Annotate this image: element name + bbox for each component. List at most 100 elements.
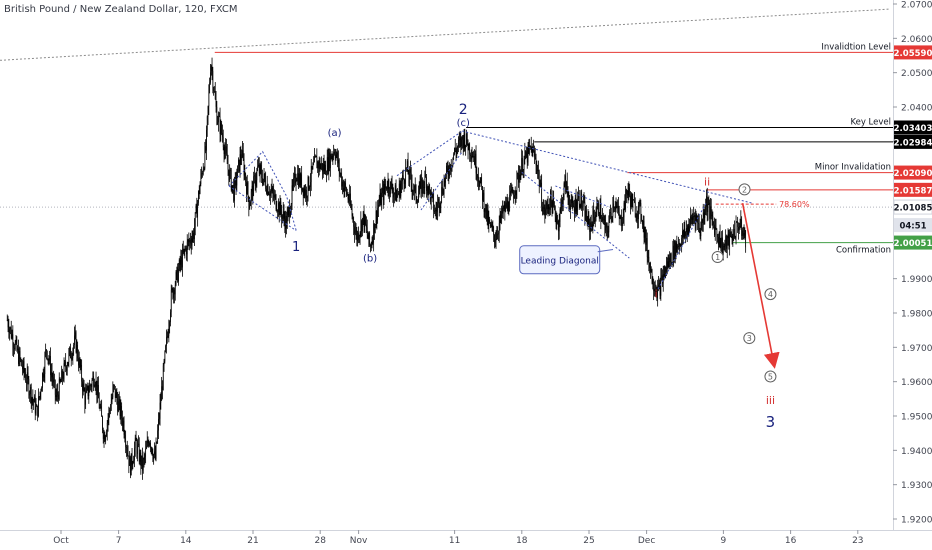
candle-body — [474, 153, 476, 165]
candle-body — [316, 157, 318, 169]
candle-body — [613, 203, 614, 208]
candle-body — [308, 176, 310, 189]
candle-body — [514, 195, 516, 196]
candle-body — [66, 365, 68, 371]
candle-body — [648, 256, 650, 268]
candle-body — [386, 186, 387, 190]
candle-body — [498, 223, 500, 234]
candle-body — [282, 215, 283, 219]
candle-body — [600, 204, 602, 221]
candle-body — [662, 274, 664, 284]
candle-body — [535, 157, 537, 166]
candle-body — [486, 209, 488, 219]
candle-body — [59, 378, 61, 382]
candle-body — [119, 399, 121, 416]
candle-body — [322, 164, 324, 172]
candle-body — [220, 123, 222, 134]
candle-body — [38, 396, 39, 417]
candle-body — [245, 173, 246, 183]
candle-body — [630, 195, 631, 207]
candle-body — [276, 209, 278, 212]
candle-body — [120, 406, 122, 416]
candle-body — [487, 209, 489, 226]
candle-body — [217, 122, 218, 124]
candle-body — [237, 165, 238, 178]
candle-body — [714, 224, 715, 236]
candle-body — [658, 284, 659, 287]
candle-body — [106, 423, 108, 433]
candle-body — [191, 238, 193, 246]
candle-body — [99, 407, 101, 409]
candle-body — [241, 157, 242, 159]
candle-body — [117, 399, 118, 412]
candle-body — [95, 380, 97, 387]
candle-body — [488, 219, 490, 226]
candle-body — [174, 284, 176, 295]
candle-body — [447, 168, 449, 175]
candle-body — [478, 182, 480, 187]
candle-body — [530, 146, 532, 148]
candle-body — [626, 189, 627, 194]
candle-body — [348, 199, 350, 202]
candle-body — [555, 216, 557, 224]
candle-body — [445, 174, 446, 183]
candle-body — [727, 233, 729, 239]
candle-body — [291, 185, 293, 205]
candle-body — [178, 269, 179, 282]
candle-body — [232, 185, 234, 186]
candle-body — [344, 183, 346, 188]
candle-body — [216, 106, 218, 124]
candle-body — [432, 193, 434, 197]
candle-body — [342, 181, 344, 192]
candle-body — [150, 442, 151, 448]
candle-body — [103, 434, 105, 439]
candle-body — [129, 457, 130, 466]
circled-wave-2 — [738, 183, 751, 196]
candle-body — [608, 222, 610, 233]
candle-body — [114, 385, 115, 386]
candle-body — [730, 235, 732, 237]
candle-body — [526, 151, 527, 158]
candle-body — [741, 219, 742, 236]
candle-body — [708, 202, 710, 205]
candle-body — [111, 397, 113, 403]
candle-body — [544, 207, 546, 215]
candle-body — [459, 138, 461, 140]
candle-body — [144, 456, 146, 458]
candle-body — [135, 437, 137, 441]
circled-wave-5 — [764, 370, 777, 383]
candle-body — [290, 211, 291, 217]
candle-body — [338, 159, 340, 173]
candle-body — [201, 173, 202, 174]
candle-body — [305, 189, 306, 196]
candle-body — [668, 257, 670, 268]
candle-body — [338, 159, 339, 164]
candle-body — [422, 180, 424, 188]
candle-body — [346, 194, 348, 196]
candle-body — [67, 362, 69, 366]
candle-body — [9, 329, 10, 334]
candle-body — [539, 185, 541, 187]
candle-body — [301, 174, 302, 191]
candle-body — [358, 236, 360, 240]
candle-body — [154, 451, 155, 455]
candle-body — [159, 402, 161, 419]
y-tick-label: 2.06000 — [901, 35, 932, 45]
candle-body — [614, 206, 616, 210]
candle-body — [571, 199, 573, 203]
candle-body — [660, 276, 662, 296]
candle-body — [79, 358, 81, 368]
candle-body — [468, 143, 470, 151]
candle-body — [503, 204, 505, 209]
candle-body — [738, 226, 739, 231]
candle-body — [252, 185, 254, 196]
candle-body — [138, 443, 140, 462]
candle-body — [105, 436, 106, 442]
candle-body — [462, 139, 464, 148]
candle-body — [98, 398, 100, 409]
candle-body — [170, 312, 171, 323]
candle-body — [27, 372, 29, 380]
candle-body — [36, 405, 38, 407]
